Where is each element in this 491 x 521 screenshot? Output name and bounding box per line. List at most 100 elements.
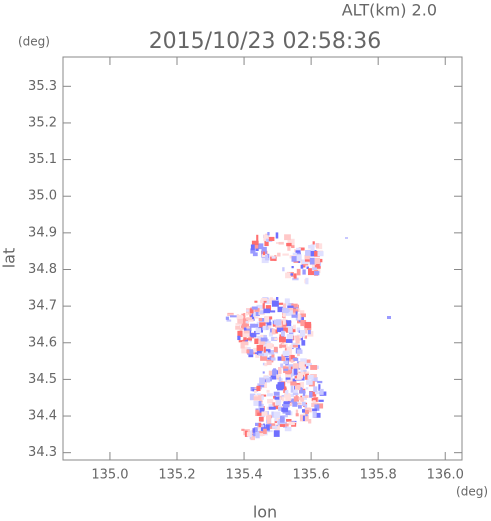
plot-frame: [62, 56, 463, 461]
echo-cell: [253, 310, 256, 317]
echo-cell: [288, 333, 294, 340]
echo-cell: [305, 410, 309, 415]
x-tick-label: 135.0: [91, 468, 128, 483]
echo-cell: [257, 335, 263, 341]
echo-cell: [299, 388, 303, 394]
echo-cell: [262, 325, 266, 331]
echo-cell: [255, 431, 260, 439]
echo-cell: [295, 409, 299, 416]
echo-cell: [268, 423, 276, 429]
echo-cell: [244, 430, 248, 437]
echo-cell: [225, 316, 229, 320]
echo-cell: [260, 334, 267, 337]
echo-cell: [276, 384, 279, 389]
echo-cell: [266, 321, 272, 329]
echo-cell: [316, 243, 323, 250]
echo-cell: [295, 393, 298, 398]
echo-cell: [289, 344, 292, 347]
echo-cell: [306, 380, 313, 385]
echo-cell: [291, 303, 294, 308]
echo-cell: [303, 370, 306, 375]
echo-cell: [296, 247, 301, 253]
echo-cell: [295, 372, 301, 376]
echo-cell: [242, 318, 249, 324]
echo-cell: [264, 362, 268, 367]
echo-cell: [258, 353, 265, 356]
y-tick-label: 35.0: [28, 189, 57, 204]
echo-cell: [278, 376, 282, 382]
echo-cell: [260, 354, 268, 361]
echo-cell: [273, 319, 281, 325]
echo-cell: [317, 380, 323, 384]
echo-cell: [276, 302, 284, 305]
echo-cell: [261, 246, 267, 252]
echo-cell: [309, 257, 315, 265]
echo-cell: [277, 382, 285, 390]
echo-cell: [266, 389, 270, 393]
echo-cell: [296, 327, 301, 333]
echo-cell: [265, 378, 271, 383]
echo-cell: [266, 235, 269, 238]
echo-cell: [314, 250, 320, 257]
echo-cell: [274, 417, 279, 422]
echo-cell: [287, 326, 295, 333]
echo-cell: [251, 310, 254, 318]
echo-cell: [302, 414, 309, 422]
echo-cell: [260, 337, 268, 342]
echo-cell: [268, 406, 276, 410]
echo-cell: [251, 306, 258, 310]
echo-cell: [229, 315, 237, 318]
y-tick-label: 34.4: [28, 409, 57, 424]
echo-cell: [265, 349, 271, 353]
echo-cell: [301, 364, 304, 371]
echo-cell: [263, 308, 271, 314]
echo-cell: [249, 308, 254, 314]
y-tick-label: 35.3: [28, 79, 57, 94]
echo-cell: [267, 357, 272, 360]
echo-cell: [304, 335, 308, 339]
echo-cell: [307, 330, 311, 335]
echo-cell: [246, 320, 249, 324]
echo-cell: [256, 350, 263, 355]
echo-cell: [257, 412, 262, 416]
echo-cell: [246, 326, 252, 332]
echo-cell: [250, 248, 256, 254]
echo-cell: [267, 398, 274, 404]
echo-cell: [280, 344, 286, 348]
echo-cell: [263, 375, 270, 379]
echo-cell: [268, 332, 273, 337]
echo-cell: [262, 253, 268, 258]
echo-cell: [253, 347, 260, 353]
echo-cell: [291, 378, 297, 384]
x-tick-label: 136.0: [427, 468, 464, 483]
echo-cell: [304, 322, 312, 329]
echo-cell: [273, 411, 281, 418]
echo-cell: [282, 307, 289, 314]
y-tick-label: 35.2: [28, 115, 57, 130]
echo-cell: [242, 341, 249, 346]
echo-cell: [258, 422, 262, 428]
echo-cell: [269, 316, 273, 320]
echo-cell: [253, 430, 258, 437]
echo-cell: [306, 266, 309, 270]
echo-cell: [278, 406, 282, 411]
echo-cell: [304, 258, 311, 262]
echo-cell: [249, 393, 256, 401]
echo-cell: [283, 318, 286, 325]
echo-cell: [235, 323, 242, 326]
echo-cell: [277, 327, 284, 333]
echo-cell: [311, 397, 318, 402]
echo-cell: [235, 325, 241, 330]
echo-cell: [295, 311, 298, 317]
echo-cell: [267, 393, 273, 397]
echo-cell: [258, 384, 265, 388]
echo-cell: [281, 330, 285, 337]
echo-cell: [281, 407, 289, 412]
echo-cell: [254, 387, 258, 391]
x-tick-label: 135.6: [293, 468, 330, 483]
x-tick-label: 135.4: [225, 468, 262, 483]
y-unit: (deg): [18, 35, 50, 49]
echo-cell: [290, 359, 294, 363]
echo-cell: [284, 393, 291, 398]
echo-cell: [294, 249, 297, 253]
